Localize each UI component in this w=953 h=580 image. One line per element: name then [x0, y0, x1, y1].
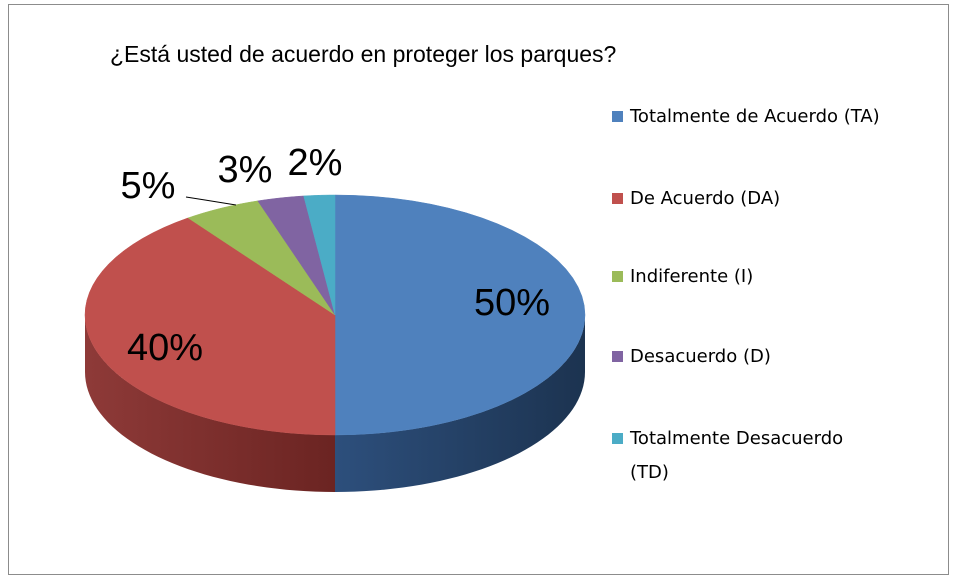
data-label: 40%	[127, 327, 203, 369]
slice	[303, 194, 336, 316]
slice-side	[85, 315, 335, 492]
legend-item: Indiferente (I)	[612, 260, 932, 294]
pie	[84, 194, 586, 492]
legend-item: Totalmente Desacuerdo (TD)	[612, 422, 882, 490]
legend-item: De Acuerdo (DA)	[612, 182, 932, 216]
chart-title: ¿Está usted de acuerdo en proteger los p…	[110, 41, 616, 67]
legend-label: De Acuerdo (DA)	[630, 188, 781, 209]
data-label: 50%	[474, 282, 550, 324]
legend-swatch	[612, 193, 623, 204]
legend-label: Indiferente (I)	[630, 266, 754, 287]
data-label: 5%	[121, 165, 176, 207]
legend-swatch	[612, 433, 623, 444]
slice	[257, 195, 336, 316]
data-label: 3%	[218, 149, 273, 191]
legend-swatch	[612, 111, 623, 122]
legend-item: Totalmente de Acuerdo (TA)	[612, 100, 932, 134]
slice-side	[335, 315, 585, 492]
slice	[84, 217, 336, 436]
legend-label: Desacuerdo (D)	[630, 346, 771, 367]
legend-label: Totalmente de Acuerdo (TA)	[630, 106, 880, 127]
legend-swatch	[612, 271, 623, 282]
legend-label: Totalmente Desacuerdo (TD)	[630, 428, 844, 483]
slice	[187, 200, 336, 316]
data-label: 2%	[288, 142, 343, 184]
leader-line	[185, 196, 237, 206]
slice	[334, 194, 586, 436]
legend-swatch	[612, 351, 623, 362]
legend-item: Desacuerdo (D)	[612, 340, 932, 374]
